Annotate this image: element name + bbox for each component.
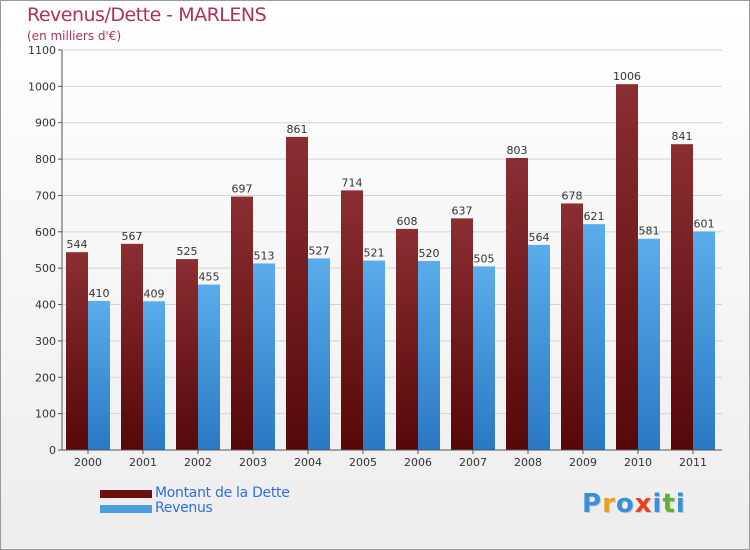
grid-layer: [62, 49, 722, 451]
bar-revenus: [308, 258, 330, 450]
data-label-revenus: 410: [89, 287, 110, 300]
y-tick-label: 800: [35, 153, 56, 166]
x-tick-label: 2002: [184, 456, 212, 469]
x-tick-label: 2000: [74, 456, 102, 469]
logo-letter: i: [652, 489, 663, 519]
data-label-revenus: 409: [144, 287, 165, 300]
bar-revenus: [418, 260, 440, 450]
legend-swatch-revenus: [100, 505, 152, 513]
data-label-revenus: 455: [199, 271, 220, 284]
bar-revenus: [528, 244, 550, 450]
data-label-dette: 841: [672, 130, 693, 143]
axis-layer: 0 100 200 300 400 500 600 700 800 900 1000 1100 2000…: [28, 44, 722, 469]
data-label-dette: 714: [342, 176, 363, 189]
x-tick-label: 2010: [624, 456, 652, 469]
data-label-revenus: 520: [419, 247, 440, 260]
x-tick-label: 2001: [129, 456, 157, 469]
bar-revenus: [88, 300, 110, 450]
bar-dette: [121, 243, 143, 450]
y-tick-label: 900: [35, 117, 56, 130]
bar-revenus: [583, 224, 605, 450]
data-label-revenus: 521: [364, 247, 385, 260]
data-label-dette: 567: [122, 230, 143, 243]
y-tick-label: 1100: [28, 44, 56, 57]
data-label-dette: 861: [287, 123, 308, 136]
y-tick-label: 700: [35, 189, 56, 202]
bar-dette: [286, 136, 308, 450]
bar-revenus: [638, 238, 660, 450]
legend-label-revenus: Revenus: [155, 500, 213, 516]
logo-letter: r: [602, 489, 616, 519]
x-tick-label: 2006: [404, 456, 432, 469]
x-tick-label: 2003: [239, 456, 267, 469]
logo-letter: x: [634, 489, 653, 519]
y-tick-label: 0: [49, 444, 56, 457]
x-tick-label: 2009: [569, 456, 597, 469]
chart-title: Revenus/Dette - MARLENS: [27, 4, 267, 26]
y-tick-label: 200: [35, 371, 56, 384]
bar-dette: [341, 190, 363, 450]
data-label-revenus: 601: [694, 217, 715, 230]
bar-dette: [231, 196, 253, 450]
data-label-dette: 637: [452, 204, 473, 217]
y-tick-label: 500: [35, 262, 56, 275]
bar-revenus: [253, 263, 275, 450]
bar-revenus: [198, 284, 220, 450]
bar-dette: [451, 218, 473, 450]
bar-revenus: [693, 231, 715, 450]
data-label-dette: 1006: [613, 70, 641, 83]
bar-dette: [506, 158, 528, 450]
y-tick-label: 1000: [28, 80, 56, 93]
x-tick-label: 2004: [294, 456, 322, 469]
data-label-dette: 608: [397, 215, 418, 228]
data-label-dette: 803: [507, 144, 528, 157]
chart-subtitle: (en milliers d'€): [27, 29, 122, 43]
logo-letter: P: [582, 489, 603, 519]
bar-dette: [66, 252, 88, 450]
x-tick-label: 2008: [514, 456, 542, 469]
data-label-dette: 697: [232, 183, 253, 196]
data-label-revenus: 513: [254, 249, 275, 262]
bar-revenus: [363, 260, 385, 450]
x-tick-label: 2007: [459, 456, 487, 469]
x-tick-label: 2011: [679, 456, 707, 469]
bar-dette: [176, 259, 198, 450]
logo-letter: t: [662, 489, 676, 519]
data-label-revenus: 581: [639, 225, 660, 238]
bar-dette: [561, 203, 583, 450]
bar-revenus: [473, 266, 495, 450]
bar-dette: [616, 84, 638, 450]
legend-swatch-dette: [100, 490, 152, 498]
y-tick-label: 600: [35, 226, 56, 239]
data-label-dette: 678: [562, 189, 583, 202]
y-tick-label: 100: [35, 408, 56, 421]
legend-label-dette: Montant de la Dette: [155, 485, 290, 501]
proxiti-logo: Proxiti: [582, 489, 686, 519]
bar-dette: [671, 144, 693, 450]
data-label-dette: 525: [177, 245, 198, 258]
data-label-dette: 544: [67, 238, 88, 251]
x-tick-label: 2005: [349, 456, 377, 469]
bar-dette: [396, 228, 418, 450]
bar-revenus: [143, 301, 165, 450]
data-label-revenus: 527: [309, 244, 330, 257]
data-label-revenus: 505: [474, 252, 495, 265]
logo-letter: o: [615, 489, 635, 519]
y-tick-label: 400: [35, 299, 56, 312]
data-label-revenus: 564: [529, 231, 550, 244]
logo-letter: i: [675, 489, 686, 519]
y-tick-label: 300: [35, 335, 56, 348]
data-label-revenus: 621: [584, 210, 605, 223]
